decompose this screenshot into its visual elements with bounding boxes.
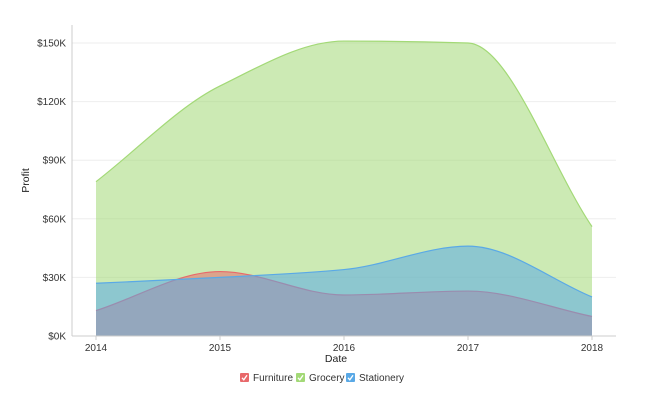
x-tick-label: 2014 [85,343,108,354]
legend-swatch [346,373,355,382]
x-axis-ticks: 2014 2015 2016 2017 2018 [85,336,604,354]
legend-label: Grocery [309,373,345,384]
checkmark-icon [297,374,304,381]
y-axis-ticks: $0K $30K $60K $90K $120K $150K [37,39,66,343]
legend-swatch [296,373,305,382]
legend-label: Stationery [359,373,404,384]
checkmark-icon [347,374,354,381]
y-tick-label: $30K [43,273,67,284]
legend-label: Furniture [253,373,293,384]
stationery-area [96,246,592,336]
stationery-line [95,245,593,298]
legend-swatch [240,373,249,382]
x-axis-title: Date [325,353,347,365]
legend-item-furniture[interactable]: Furniture [240,373,293,384]
x-tick-label: 2015 [209,343,232,354]
chart-areas [95,40,593,337]
y-tick-label: $60K [43,214,67,225]
y-tick-label: $90K [43,156,67,167]
y-tick-label: $150K [37,39,66,50]
x-tick-label: 2017 [457,343,480,354]
x-tick-label: 2016 [333,343,356,354]
checkmark-icon [241,374,248,381]
legend-item-grocery[interactable]: Grocery [296,373,345,384]
x-tick-label: 2018 [581,343,604,354]
grocery-line [95,40,593,227]
legend: Furniture Grocery Stationery [240,373,404,384]
y-tick-label: $120K [37,97,66,108]
y-tick-label: $0K [48,332,66,343]
y-axis-title: Profit [20,168,32,193]
legend-item-stationery[interactable]: Stationery [346,373,404,384]
